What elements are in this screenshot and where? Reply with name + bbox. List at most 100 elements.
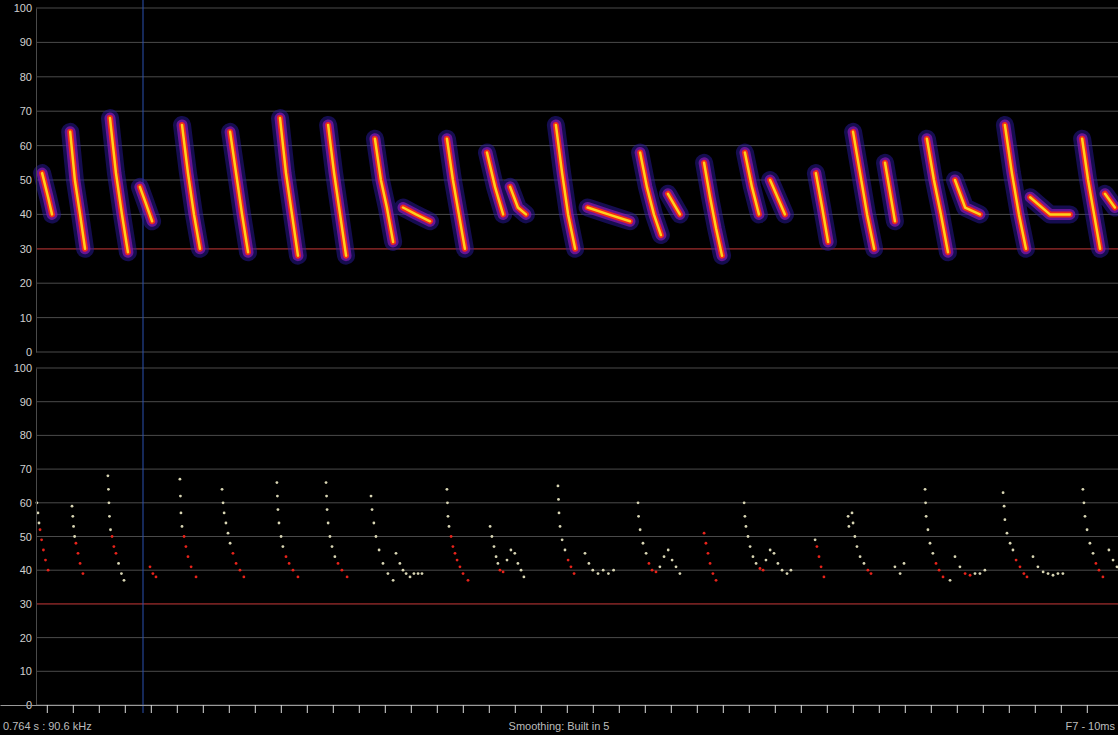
call-dot <box>459 565 462 568</box>
call-dot <box>467 579 470 582</box>
y-tick: 50 <box>20 174 36 186</box>
call-dot <box>280 535 283 538</box>
call-dot <box>964 572 967 575</box>
x-tick <box>957 705 958 713</box>
call-dot <box>927 528 930 531</box>
y-tick-label: 40 <box>20 208 32 220</box>
y-tick: 100 <box>14 2 36 14</box>
x-tick <box>1009 705 1010 713</box>
call-dot <box>71 515 74 518</box>
call-dot <box>1052 574 1055 577</box>
y-tick: 100 <box>14 362 36 374</box>
y-tick-label: 80 <box>20 71 32 83</box>
call-dot <box>297 576 300 579</box>
call-dot <box>679 572 682 575</box>
call-dot <box>639 528 642 531</box>
call-dot <box>602 569 605 572</box>
call-dot <box>447 515 450 518</box>
call-dot <box>382 562 385 565</box>
call-dot <box>517 562 520 565</box>
call-dot <box>1082 488 1085 491</box>
call-dot <box>557 485 560 488</box>
y-tick-label: 20 <box>20 277 32 289</box>
y-tick: 50 <box>20 531 36 543</box>
call-dot <box>446 501 449 504</box>
call-dot <box>42 549 45 552</box>
x-tick <box>1035 705 1036 713</box>
y-axis-line <box>36 369 37 706</box>
call-dot <box>111 535 114 538</box>
call-dot <box>285 555 288 558</box>
x-tick-mark <box>203 705 204 713</box>
call-dot <box>747 535 750 538</box>
x-tick-mark <box>411 705 412 713</box>
x-tick <box>723 705 724 713</box>
y-tick: 60 <box>20 497 36 509</box>
x-tick-mark <box>151 705 152 713</box>
call-glow <box>42 118 1115 256</box>
call-dot <box>107 474 110 477</box>
call-dot <box>648 562 651 565</box>
x-tick-mark <box>177 705 178 713</box>
y-tick-label: 0 <box>26 346 32 358</box>
call-dot <box>499 569 502 572</box>
call-dot <box>395 552 398 555</box>
call-dot <box>903 562 906 565</box>
call-dot <box>591 569 594 572</box>
call-dot <box>123 579 126 582</box>
call-dot <box>938 569 941 572</box>
call-dot <box>190 565 193 568</box>
x-tick-mark <box>957 705 958 713</box>
call-dot <box>1083 501 1086 504</box>
y-tick-label: 50 <box>20 174 32 186</box>
call-dot <box>375 535 378 538</box>
call-dot <box>73 535 76 538</box>
call-dot <box>1086 528 1089 531</box>
x-tick <box>593 705 594 713</box>
x-tick-mark <box>931 705 932 713</box>
call-dot <box>341 569 344 572</box>
call-dot <box>1003 505 1006 508</box>
call-dot <box>866 569 869 572</box>
x-tick-mark <box>801 705 802 713</box>
x-tick <box>489 705 490 713</box>
call-dot <box>44 559 47 562</box>
x-tick-mark <box>99 705 100 713</box>
panel-0: 0102030405060708090100 <box>14 0 1118 360</box>
x-tick <box>229 705 230 713</box>
y-tick-label: 10 <box>20 312 32 324</box>
call-dot <box>235 562 238 565</box>
y-tick-label: 30 <box>20 598 32 610</box>
call-dot <box>762 569 765 572</box>
grid-line <box>36 145 1118 146</box>
call-dot <box>969 574 972 577</box>
call-dot <box>452 545 455 548</box>
call-dot <box>326 508 329 511</box>
y-tick: 10 <box>20 312 36 324</box>
call-dot <box>567 559 570 562</box>
call-dot <box>870 572 873 575</box>
call-dot <box>225 522 228 525</box>
call-dot <box>1032 555 1035 558</box>
grid-line <box>36 8 1118 9</box>
call-dot <box>558 512 561 515</box>
grid-line <box>36 368 1118 369</box>
call-dot <box>588 562 591 565</box>
grid <box>36 8 1118 352</box>
x-tick <box>619 705 620 713</box>
call-dot <box>333 555 336 558</box>
x-tick-mark <box>619 705 620 713</box>
call-dot <box>642 542 645 545</box>
y-tick: 10 <box>20 665 36 677</box>
call-dot <box>405 572 408 575</box>
call-dot <box>151 572 154 575</box>
call-dot <box>108 501 111 504</box>
x-tick <box>1061 705 1062 713</box>
call-dot <box>462 572 465 575</box>
call-dot <box>929 542 932 545</box>
y-tick-label: 80 <box>20 429 32 441</box>
call-dot <box>1026 576 1029 579</box>
call-dot <box>502 570 505 573</box>
x-tick <box>307 705 308 713</box>
call-dot <box>564 549 567 552</box>
